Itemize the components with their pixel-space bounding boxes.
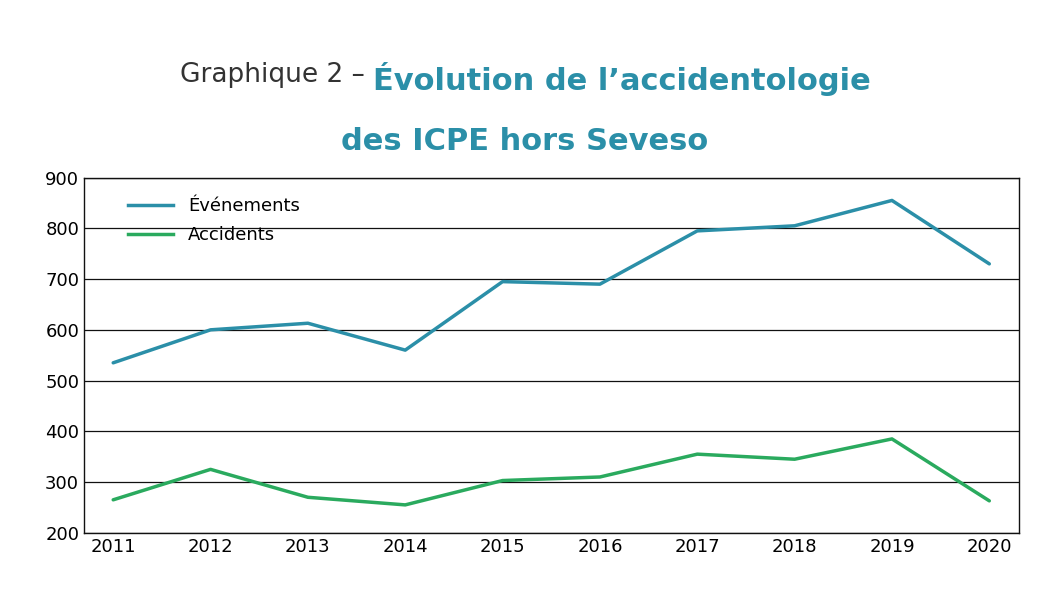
- Legend: Événements, Accidents: Événements, Accidents: [121, 190, 307, 252]
- Text: Graphique 2 –: Graphique 2 –: [180, 62, 373, 88]
- Text: Évolution de l’accidentologie: Évolution de l’accidentologie: [373, 62, 870, 96]
- Text: des ICPE hors Seveso: des ICPE hors Seveso: [341, 127, 709, 156]
